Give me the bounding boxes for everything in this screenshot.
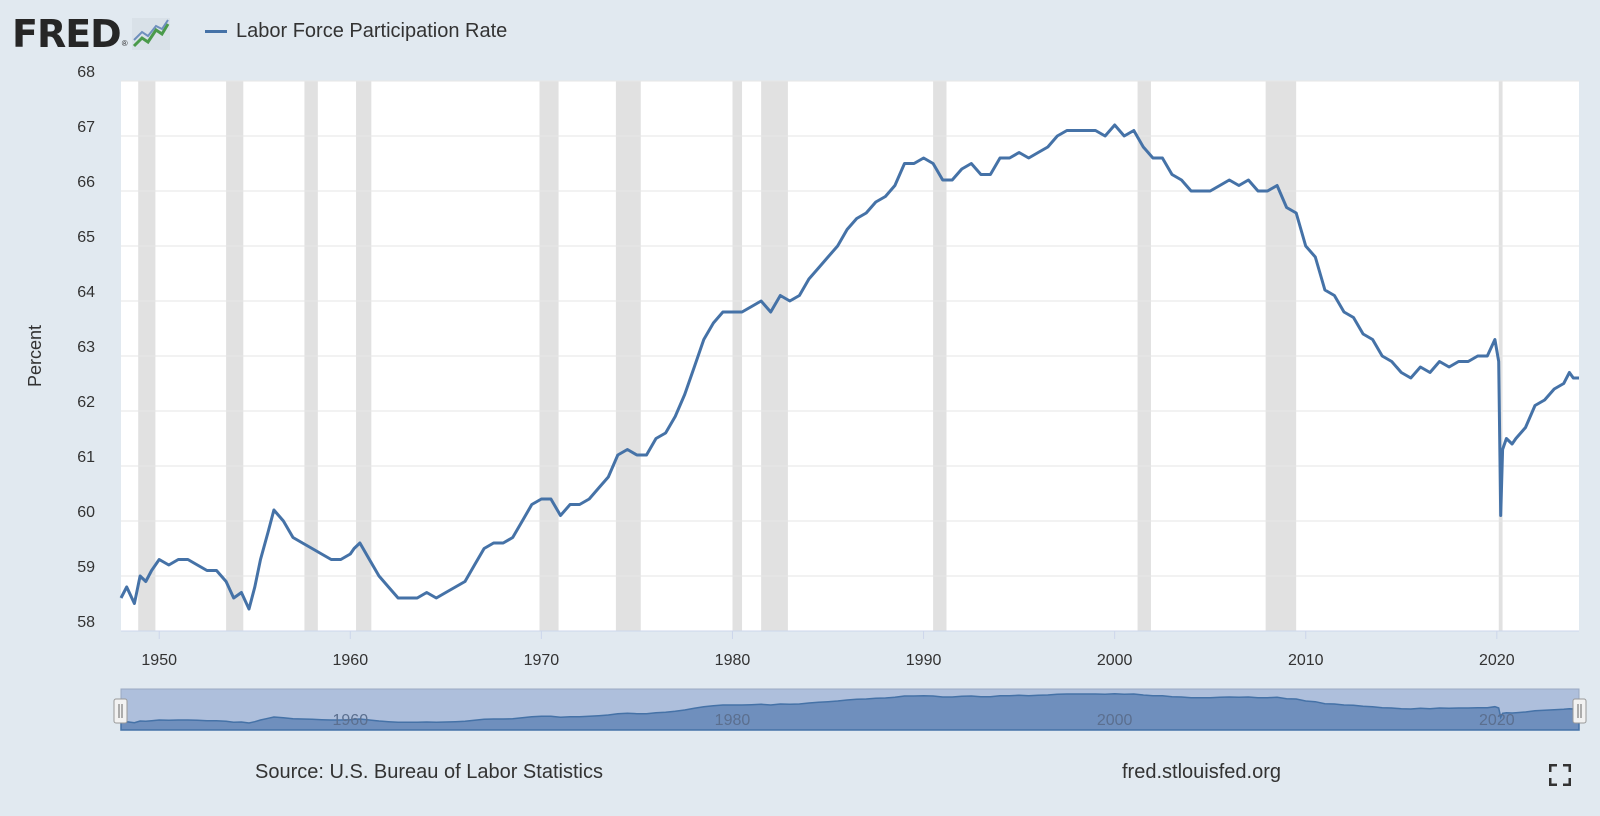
y-axis: 58 59 60 61 62 63 64 65 66 67 68 (77, 64, 95, 631)
x-tick-label-2020: 2020 (1479, 652, 1515, 669)
x-tick-label-1980: 1980 (715, 652, 751, 669)
x-tick-label-2010: 2010 (1288, 652, 1324, 669)
navigator-tick-label-2000: 2000 (1097, 712, 1133, 729)
navigator-series-area (120, 692, 1580, 731)
navigator-tick-label-1960: 1960 (333, 712, 369, 729)
navigator-tick-label-2020: 2020 (1479, 712, 1515, 729)
y-tick-label-67: 67 (77, 119, 95, 136)
x-axis: 1950 1960 1970 1980 1990 2000 2010 2020 (121, 630, 1579, 669)
x-tick-label-1950: 1950 (141, 652, 177, 669)
y-tick-label-58: 58 (77, 614, 95, 631)
x-tick-label-2000: 2000 (1097, 652, 1133, 669)
y-tick-label-62: 62 (77, 394, 95, 411)
y-tick-label-61: 61 (77, 449, 95, 466)
legend-label: Labor Force Participation Rate (236, 20, 508, 42)
series-line-labor-force-participation-rate (119, 123, 1579, 611)
line-chart-icon (131, 18, 170, 50)
navigator-handle-left[interactable] (113, 698, 128, 724)
y-tick-label-60: 60 (77, 504, 95, 521)
fullscreen-icon[interactable] (1549, 764, 1571, 786)
navigator-tick-label-1980: 1980 (715, 712, 751, 729)
y-tick-label-68: 68 (77, 64, 95, 81)
y-tick-label-66: 66 (77, 174, 95, 191)
legend-swatch (205, 30, 227, 33)
grid-lines (121, 80, 1579, 632)
x-tick-label-1990: 1990 (906, 652, 942, 669)
y-axis-label: Percent (25, 325, 45, 387)
x-tick-label-1960: 1960 (333, 652, 369, 669)
site-link[interactable]: fred.stlouisfed.org (1122, 761, 1281, 783)
navigator-handle-right[interactable] (1572, 698, 1587, 724)
navigator[interactable]: 1960 1980 2000 2020 (113, 688, 1587, 731)
y-tick-label-65: 65 (77, 229, 95, 246)
navigator-ticks: 1960 1980 2000 2020 (333, 712, 1515, 729)
y-tick-label-63: 63 (77, 339, 95, 356)
y-tick-label-64: 64 (77, 284, 95, 301)
legend[interactable]: Labor Force Participation Rate (205, 20, 507, 43)
source-text: Source: U.S. Bureau of Labor Statistics (255, 761, 603, 783)
x-tick-label-1970: 1970 (524, 652, 560, 669)
registered-mark: ® (121, 39, 128, 48)
fred-logo-text: FRED (12, 12, 122, 56)
y-tick-label-59: 59 (77, 559, 95, 576)
fred-logo[interactable]: FRED ® (12, 12, 170, 56)
